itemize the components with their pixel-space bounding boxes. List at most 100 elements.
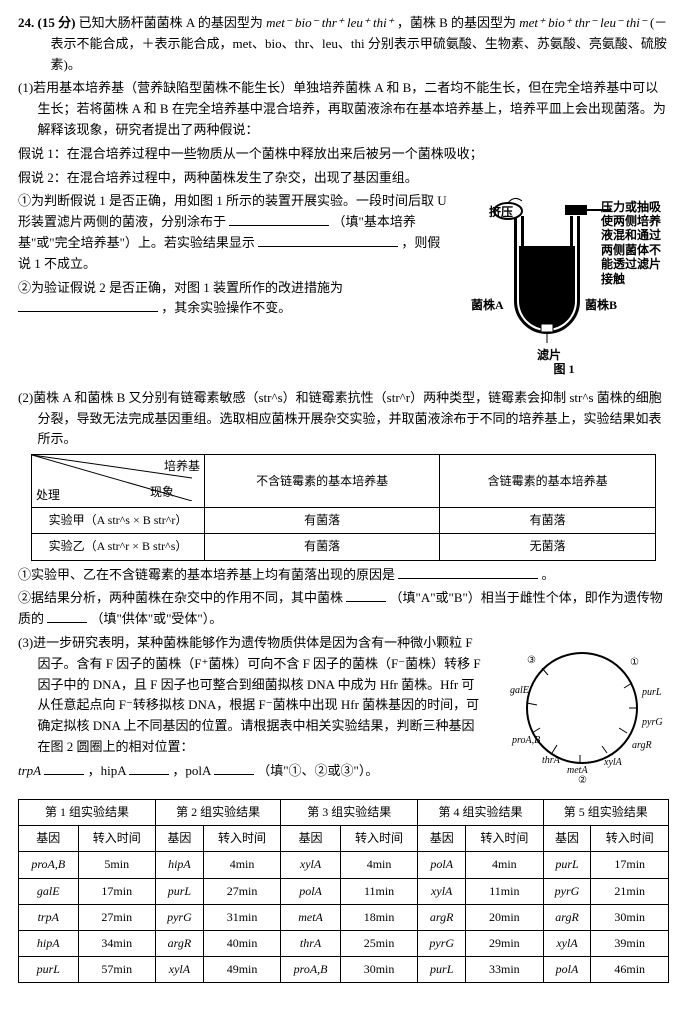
table-cell: 25min xyxy=(340,931,417,957)
row2-label: 实验乙（A str^r × B str^s） xyxy=(32,534,205,560)
p2-q1: ①实验甲、乙在不含链霉素的基本培养基上均有菌落出现的原因是 。 xyxy=(18,565,669,586)
table-cell: hipA xyxy=(156,852,204,878)
sub-header: 基因 xyxy=(543,826,591,852)
blank-field[interactable] xyxy=(398,565,538,579)
table-cell: 30min xyxy=(340,957,417,983)
svg-text:①: ① xyxy=(630,657,639,668)
label-note: 压力或抽吸使两侧培养液混和通过两侧菌体不能透过滤片接触 xyxy=(601,200,671,286)
sub-header: 基因 xyxy=(281,826,341,852)
table-cell: 46min xyxy=(591,957,669,983)
table-cell: proA,B xyxy=(281,957,341,983)
table-cell: purL xyxy=(543,852,591,878)
group-header: 第 2 组实验结果 xyxy=(156,800,281,826)
table-cell: purL xyxy=(156,878,204,904)
sub-header: 基因 xyxy=(156,826,204,852)
label-right: 菌株B xyxy=(585,296,617,315)
table-cell: 49min xyxy=(203,957,280,983)
table-cell: 34min xyxy=(78,931,155,957)
table-cell: 40min xyxy=(203,931,280,957)
table-cell: metA xyxy=(281,904,341,930)
table-cell: 57min xyxy=(78,957,155,983)
svg-text:xylA: xylA xyxy=(603,757,623,768)
table-cell: 20min xyxy=(466,904,543,930)
table-cell: 18min xyxy=(340,904,417,930)
sub-header: 基因 xyxy=(19,826,79,852)
table-cell: pyrG xyxy=(543,878,591,904)
label-left: 菌株A xyxy=(471,296,504,315)
table-cell: hipA xyxy=(19,931,79,957)
ring-icon: galE proA,B thrA metA ② xylA argR pyrG p… xyxy=(492,633,667,783)
p2-q2: ②据结果分析，两种菌株在杂交中的作用不同，其中菌株 （填"A"或"B"）相当于雌… xyxy=(18,588,669,630)
svg-text:②: ② xyxy=(578,775,587,783)
table-cell: 21min xyxy=(591,878,669,904)
question-stem: 24. (15 分) 已知大肠杆菌菌株 A 的基因型为 met⁻ bio⁻ th… xyxy=(18,13,669,75)
table-cell: 29min xyxy=(466,931,543,957)
table-cell: argR xyxy=(156,931,204,957)
blank-field[interactable] xyxy=(129,761,169,775)
table-cell: 4min xyxy=(203,852,280,878)
table-cell: pyrG xyxy=(156,904,204,930)
label-filter: 滤片 xyxy=(537,346,561,365)
svg-text:galE: galE xyxy=(510,685,529,696)
table-cell: xylA xyxy=(281,852,341,878)
col2-header: 含链霉素的基本培养基 xyxy=(440,455,656,508)
genotype-a: met⁻ bio⁻ thr⁺ leu⁺ thi⁺ xyxy=(266,15,393,30)
diagonal-header: 培养基 现象 处理 xyxy=(32,455,205,508)
table-cell: polA xyxy=(281,878,341,904)
table-cell: pyrG xyxy=(418,931,466,957)
group-header: 第 5 组实验结果 xyxy=(543,800,668,826)
table-cell: 17min xyxy=(591,852,669,878)
table-cell: 4min xyxy=(466,852,543,878)
table-cell: galE xyxy=(19,878,79,904)
genotype-b: met⁺ bio⁺ thr⁻ leu⁻ thi⁻ xyxy=(519,15,646,30)
sub-header: 转入时间 xyxy=(340,826,417,852)
table-cell: proA,B xyxy=(19,852,79,878)
table-cell: 39min xyxy=(591,931,669,957)
figure-2: galE proA,B thrA metA ② xylA argR pyrG p… xyxy=(489,633,669,789)
hypothesis-1: 假说 1：在混合培养过程中一些物质从一个菌株中释放出来后被另一个菌株吸收； xyxy=(18,144,669,165)
blank-field[interactable] xyxy=(44,761,84,775)
blank-field[interactable] xyxy=(229,212,329,226)
blank-field[interactable] xyxy=(214,761,254,775)
group-header: 第 1 组实验结果 xyxy=(19,800,156,826)
label-pinch: 挤压 xyxy=(489,203,513,222)
table-cell: argR xyxy=(418,904,466,930)
table-cell: xylA xyxy=(418,878,466,904)
group-header: 第 4 组实验结果 xyxy=(418,800,543,826)
row1-label: 实验甲（A str^s × B str^r） xyxy=(32,508,205,534)
table-cell: 31min xyxy=(203,904,280,930)
table-cell: thrA xyxy=(281,931,341,957)
part2-lead: (2)菌株 A 和菌株 B 又分别有链霉素敏感（str^s）和链霉素抗性（str… xyxy=(18,388,669,450)
sub-header: 转入时间 xyxy=(466,826,543,852)
table-cell: 4min xyxy=(340,852,417,878)
table-cell: 27min xyxy=(203,878,280,904)
svg-text:argR: argR xyxy=(632,740,652,751)
table-cell: 17min xyxy=(78,878,155,904)
table-1: 培养基 现象 处理 不含链霉素的基本培养基 含链霉素的基本培养基 实验甲（A s… xyxy=(31,454,656,560)
table-cell: argR xyxy=(543,904,591,930)
question-number: 24. xyxy=(18,15,34,30)
table-cell: 30min xyxy=(591,904,669,930)
sub-header: 转入时间 xyxy=(78,826,155,852)
sub-header: 转入时间 xyxy=(203,826,280,852)
table-cell: 5min xyxy=(78,852,155,878)
table-2: 第 1 组实验结果第 2 组实验结果第 3 组实验结果第 4 组实验结果第 5 … xyxy=(18,799,669,983)
table-cell: polA xyxy=(418,852,466,878)
part1-lead: (1)若用基本培养基（营养缺陷型菌株不能生长）单独培养菌株 A 和 B，二者均不… xyxy=(18,78,669,140)
table-cell: polA xyxy=(543,957,591,983)
question-points: (15 分) xyxy=(38,15,76,30)
svg-text:pyrG: pyrG xyxy=(641,717,663,728)
blank-field[interactable] xyxy=(346,588,386,602)
svg-text:③: ③ xyxy=(527,655,536,666)
table-cell: xylA xyxy=(156,957,204,983)
blank-field[interactable] xyxy=(258,233,398,247)
blank-field[interactable] xyxy=(18,298,158,312)
sub-header: 转入时间 xyxy=(591,826,669,852)
table-cell: 33min xyxy=(466,957,543,983)
svg-text:thrA: thrA xyxy=(542,755,561,766)
table-cell: purL xyxy=(418,957,466,983)
blank-field[interactable] xyxy=(47,609,87,623)
table-cell: xylA xyxy=(543,931,591,957)
table-cell: trpA xyxy=(19,904,79,930)
group-header: 第 3 组实验结果 xyxy=(281,800,418,826)
